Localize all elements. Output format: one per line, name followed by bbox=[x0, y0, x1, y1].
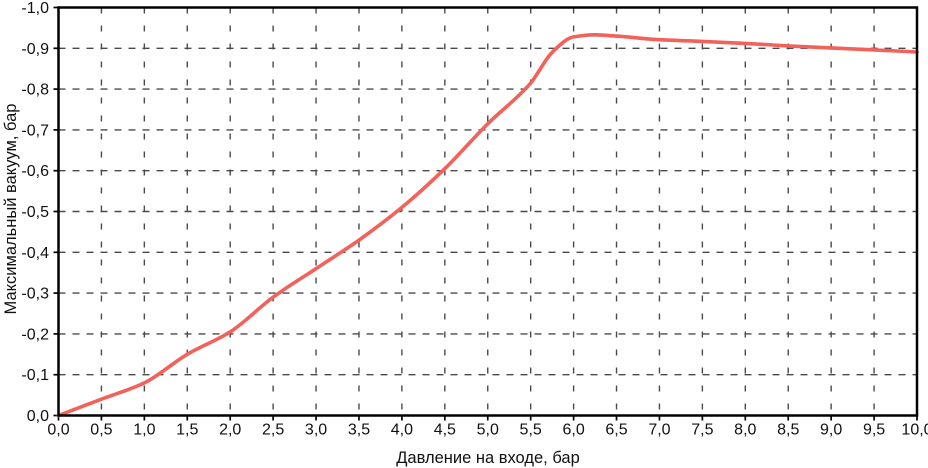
y-tick-label: 0,0 bbox=[27, 408, 49, 425]
x-tick-label: 5,0 bbox=[477, 422, 499, 439]
x-tick-label: 6,5 bbox=[605, 422, 627, 439]
x-tick-label: 3,5 bbox=[348, 422, 370, 439]
x-tick-label: 7,5 bbox=[691, 422, 713, 439]
x-tick-label: 7,0 bbox=[648, 422, 670, 439]
y-tick-label: -0,2 bbox=[21, 326, 49, 343]
x-axis-title: Давление на входе, бар bbox=[396, 448, 580, 467]
x-tick-label: 4,5 bbox=[434, 422, 456, 439]
x-tick-label: 8,5 bbox=[777, 422, 799, 439]
y-tick-label: -0,3 bbox=[21, 286, 49, 303]
x-tick-label: 6,0 bbox=[562, 422, 584, 439]
y-tick-label: -0,5 bbox=[21, 204, 49, 221]
y-tick-label: -0,7 bbox=[21, 122, 49, 139]
plot-frame bbox=[57, 6, 919, 417]
y-tick-label: -1,0 bbox=[21, 0, 49, 17]
vacuum-curve bbox=[56, 33, 919, 418]
x-tick-label: 0,0 bbox=[47, 422, 69, 439]
y-axis-title: Максимальный вакуум, бар bbox=[1, 103, 20, 315]
y-tick-label: -0,8 bbox=[21, 82, 49, 99]
x-tick-label: 8,0 bbox=[734, 422, 756, 439]
x-tick-label: 3,0 bbox=[305, 422, 327, 439]
x-tick-label: 2,5 bbox=[262, 422, 284, 439]
x-tick-label: 10,0 bbox=[901, 422, 928, 439]
x-tick-label: 4,0 bbox=[391, 422, 413, 439]
x-tick-label: 9,0 bbox=[820, 422, 842, 439]
x-tick-label: 9,5 bbox=[863, 422, 885, 439]
y-tick-label: -0,4 bbox=[21, 245, 49, 262]
x-tick-label: 5,5 bbox=[520, 422, 542, 439]
x-tick-label: 0,5 bbox=[90, 422, 112, 439]
y-tick-label: -0,9 bbox=[21, 41, 49, 58]
x-tick-label: 2,0 bbox=[219, 422, 241, 439]
x-tick-label: 1,0 bbox=[133, 422, 155, 439]
y-tick-label: -0,1 bbox=[21, 367, 49, 384]
x-tick-label: 1,5 bbox=[176, 422, 198, 439]
y-tick-label: -0,6 bbox=[21, 163, 49, 180]
